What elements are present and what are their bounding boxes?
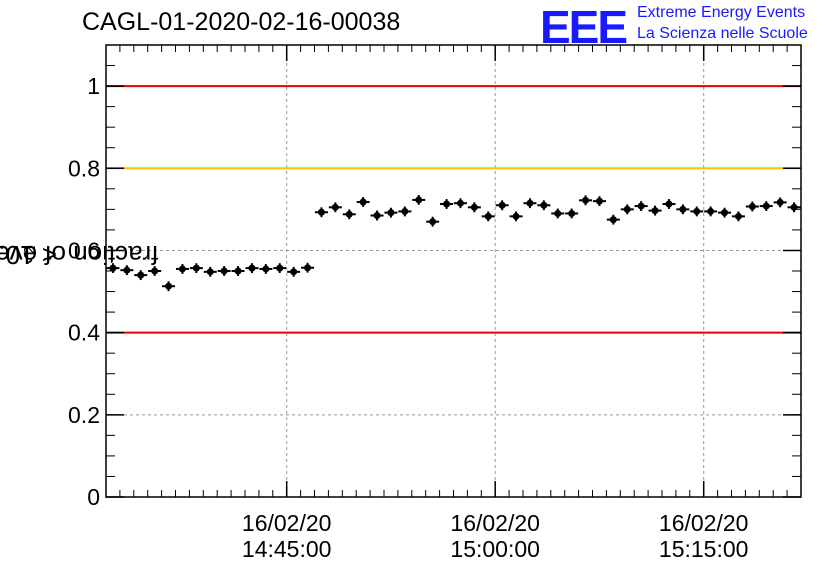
logo-line-1: Extreme Energy Events <box>637 4 806 21</box>
y-tick-label: 0.6 <box>68 237 100 263</box>
data-point <box>731 211 745 222</box>
data-point <box>342 209 356 220</box>
data-point <box>523 198 537 209</box>
data-point <box>120 265 134 276</box>
data-point <box>314 207 328 218</box>
data-point <box>398 206 412 217</box>
x-tick-label-date: 16/02/20 <box>450 510 540 536</box>
data-point <box>245 263 259 274</box>
data-point <box>412 194 426 205</box>
data-point <box>787 202 801 213</box>
y-axis-label-suffix: < 10.0 <box>0 239 58 270</box>
data-point <box>579 195 593 206</box>
data-point <box>676 204 690 215</box>
data-point <box>426 216 440 227</box>
data-point <box>537 200 551 211</box>
y-tick-label: 0 <box>87 484 100 510</box>
data-point <box>217 266 231 276</box>
data-point <box>273 263 287 274</box>
data-point <box>134 270 148 281</box>
data-point <box>189 263 203 274</box>
x-tick-label-date: 16/02/20 <box>242 510 332 536</box>
eee-logo: EEE <box>540 1 628 53</box>
y-tick-label: 0.2 <box>68 402 100 428</box>
data-point <box>440 199 454 209</box>
data-point <box>495 200 509 211</box>
x-tick-label-time: 15:15:00 <box>659 536 749 562</box>
data-point <box>592 196 606 207</box>
data-point <box>634 201 648 212</box>
data-point <box>162 281 176 292</box>
data-point <box>453 198 467 209</box>
x-tick-label-date: 16/02/20 <box>659 510 749 536</box>
x-tick-label-time: 14:45:00 <box>242 536 332 562</box>
y-tick-label: 0.8 <box>68 155 100 181</box>
data-point <box>370 210 384 221</box>
data-point <box>565 208 579 219</box>
data-point <box>773 197 787 208</box>
data-point <box>648 205 662 216</box>
data-point <box>662 199 676 209</box>
x-tick-label-time: 15:00:00 <box>450 536 540 562</box>
data-point <box>620 204 634 215</box>
data-point <box>106 263 120 274</box>
data-point <box>287 266 301 277</box>
y-tick-label: 1 <box>87 73 100 99</box>
data-point <box>175 264 189 274</box>
data-point <box>384 207 398 218</box>
chart-title: CAGL-01-2020-02-16-00038 <box>82 8 401 36</box>
data-point <box>203 266 217 277</box>
data-point <box>759 201 773 212</box>
data-point <box>259 264 273 274</box>
data-point <box>301 262 315 273</box>
data-point <box>467 202 481 213</box>
data-point <box>690 206 704 217</box>
data-point <box>148 266 162 276</box>
data-point <box>704 206 718 217</box>
data-point <box>509 211 523 222</box>
data-point <box>745 201 759 212</box>
data-point <box>718 207 732 218</box>
data-point <box>231 266 245 276</box>
data-point <box>551 208 565 219</box>
y-tick-label: 0.4 <box>68 320 100 346</box>
data-point <box>606 214 620 225</box>
data-point <box>328 202 342 213</box>
data-point <box>356 197 370 207</box>
logo-line-2: La Scienza nelle Scuole <box>637 25 808 42</box>
data-point <box>481 211 495 222</box>
